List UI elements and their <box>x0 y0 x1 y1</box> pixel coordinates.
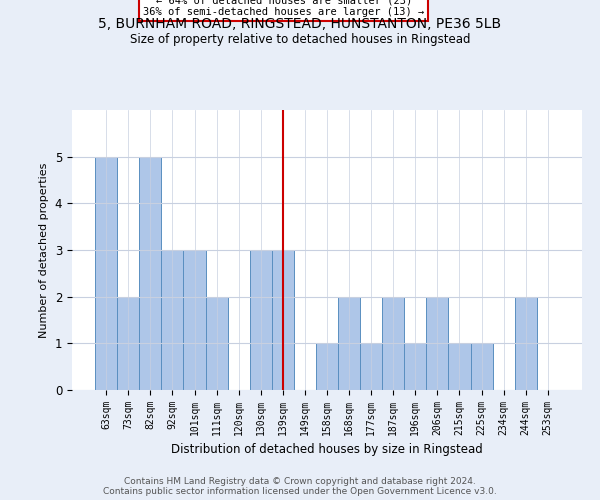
Bar <box>360 344 382 390</box>
Bar <box>382 296 404 390</box>
Bar <box>316 344 338 390</box>
Text: 5 BURNHAM ROAD: 140sqm
← 64% of detached houses are smaller (23)
36% of semi-det: 5 BURNHAM ROAD: 140sqm ← 64% of detached… <box>143 0 424 17</box>
Bar <box>117 296 139 390</box>
Bar <box>250 250 272 390</box>
Text: Contains public sector information licensed under the Open Government Licence v3: Contains public sector information licen… <box>103 488 497 496</box>
Bar <box>338 296 360 390</box>
Bar <box>272 250 294 390</box>
Text: 5, BURNHAM ROAD, RINGSTEAD, HUNSTANTON, PE36 5LB: 5, BURNHAM ROAD, RINGSTEAD, HUNSTANTON, … <box>98 18 502 32</box>
Bar <box>515 296 537 390</box>
Text: Size of property relative to detached houses in Ringstead: Size of property relative to detached ho… <box>130 32 470 46</box>
Bar <box>184 250 206 390</box>
Bar <box>427 296 448 390</box>
Text: Contains HM Land Registry data © Crown copyright and database right 2024.: Contains HM Land Registry data © Crown c… <box>124 478 476 486</box>
Bar <box>404 344 427 390</box>
Bar <box>470 344 493 390</box>
Bar <box>448 344 470 390</box>
Bar <box>161 250 184 390</box>
Y-axis label: Number of detached properties: Number of detached properties <box>39 162 49 338</box>
Bar <box>139 156 161 390</box>
Bar <box>95 156 117 390</box>
X-axis label: Distribution of detached houses by size in Ringstead: Distribution of detached houses by size … <box>171 444 483 456</box>
Bar <box>206 296 227 390</box>
